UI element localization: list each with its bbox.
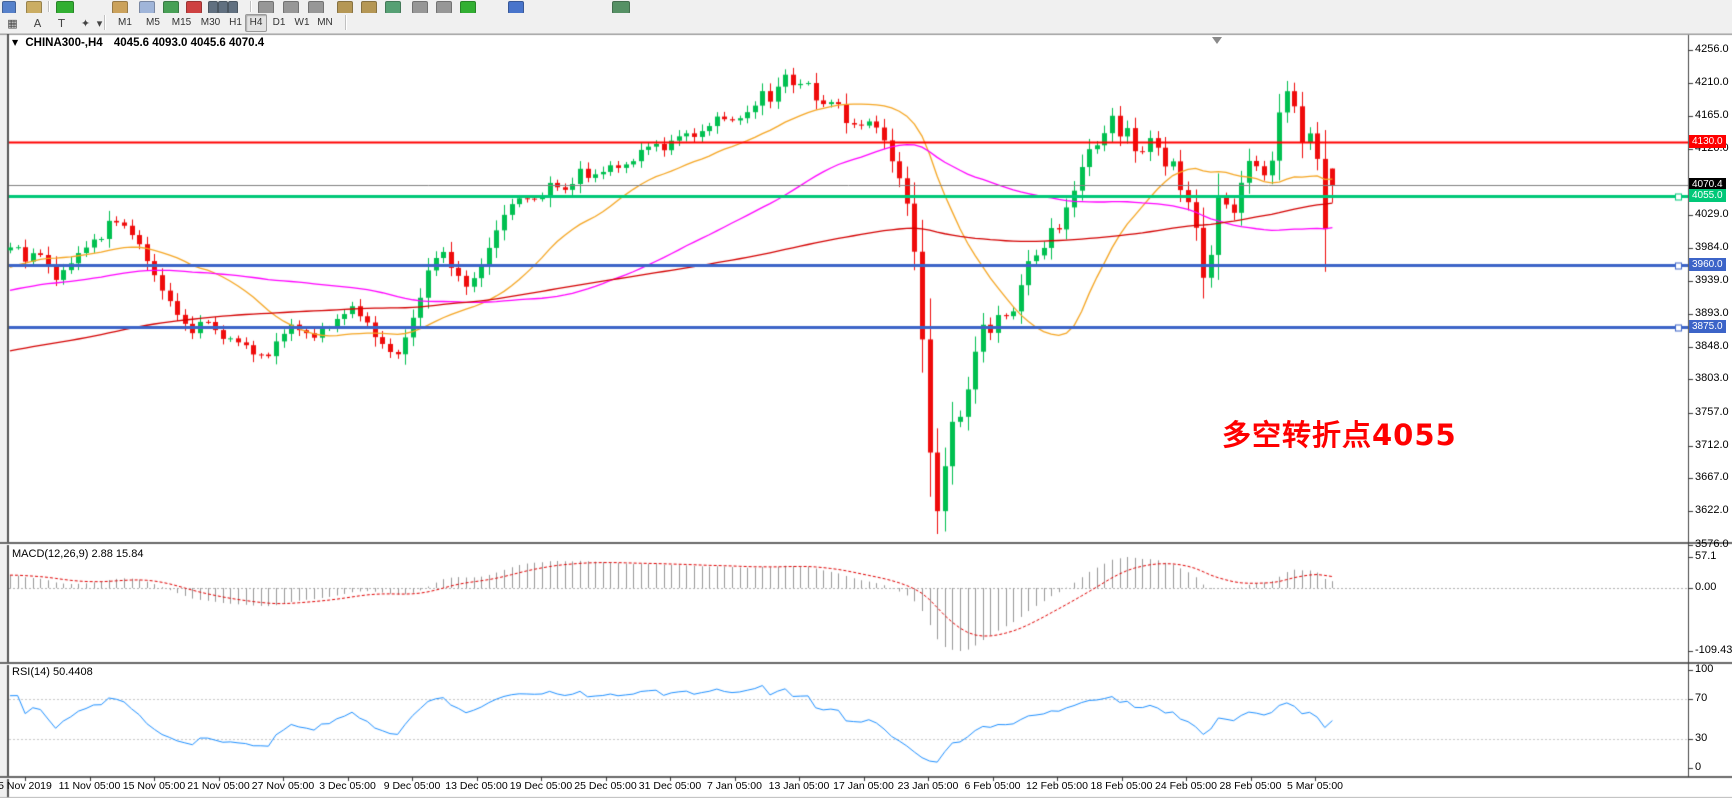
price-level-label: 4055.0 [1689,189,1726,203]
time-axis-label: 25 Dec 05:00 [574,780,637,792]
time-axis-label: 13 Jan 05:00 [768,780,830,792]
rsi-axis-tick-label: 70 [1695,692,1708,705]
time-axis-label: 28 Feb 05:00 [1219,780,1282,792]
zoom-out-icon[interactable] [283,1,299,13]
timeframe-button-m30[interactable]: M30 [200,17,221,28]
time-axis-label: 5 Mar 05:00 [1286,780,1344,792]
macd-axis-tick-label: 57.1 [1695,550,1717,562]
mail-icon[interactable] [139,1,155,13]
chart-ohlc-label: 4045.6 4093.0 4045.6 4070.4 [113,37,265,49]
add-icon[interactable] [460,1,476,13]
templates-icon[interactable] [361,1,377,13]
time-axis-label: 24 Feb 05:00 [1155,780,1217,792]
timeframe-button-w1[interactable]: W1 [294,17,310,28]
new-order-icon[interactable] [56,1,74,13]
rsi-indicator-label: RSI(14) 50.4408 [12,666,93,678]
price-axis-tick-label: 4029.0 [1695,208,1729,221]
timeframe-button-m1[interactable]: M1 [118,17,132,28]
text-icon[interactable]: T [58,17,65,30]
zoom-icon[interactable] [26,1,42,13]
price-axis-tick-label: 3848.0 [1695,339,1729,352]
stop-icon[interactable] [186,1,202,13]
data-window-icon[interactable] [385,1,401,13]
macd-indicator-label: MACD(12,26,9) 2.88 15.84 [12,548,144,560]
time-axis-label: 12 Feb 05:00 [1026,780,1088,792]
new-chart-icon[interactable] [612,1,630,13]
toolbar-separator [345,15,347,30]
macd-axis-tick-label: -109.43 [1695,644,1732,656]
toolbar-row-main [0,0,1732,14]
web-icon[interactable] [163,1,179,13]
price-axis-tick-label: 3622.0 [1695,504,1729,517]
time-axis-label: 21 Nov 05:00 [187,780,250,792]
time-axis-label: 19 Dec 05:00 [509,780,573,792]
price-axis-tick-label: 3667.0 [1695,471,1729,484]
grid-icon[interactable]: ▦ [7,17,18,30]
toolbar-separator [104,15,106,30]
shapes-icon[interactable]: ✦ [80,17,91,30]
indicators-icon[interactable] [337,1,353,13]
time-axis-label: 9 Dec 05:00 [383,780,441,792]
candle-chart-icon[interactable] [218,1,228,13]
macd-axis-tick-label: 0.00 [1695,581,1717,593]
info-icon[interactable] [508,1,524,13]
price-axis-tick-label: 3984.0 [1695,240,1729,253]
time-axis-label: 7 Jan 05:00 [707,780,762,792]
price-axis-tick-label: 3576.0 [1695,537,1729,550]
price-axis-tick-label: 3939.0 [1695,273,1729,286]
price-axis-tick-label: 4256.0 [1695,43,1729,55]
price-level-label: 3875.0 [1689,320,1726,334]
time-axis-label: 15 Nov 05:00 [122,780,186,792]
period-lines-icon[interactable] [436,1,452,13]
timeframe-button-m15[interactable]: M15 [171,17,192,28]
timeframe-button-m5[interactable]: M5 [146,17,160,28]
toolbar-row-timeframes: ▦ A T ✦ ▾ M1 M5 M15 M30 H1 H4 D1 W1 MN [0,13,1732,34]
bar-chart-icon[interactable] [208,1,218,13]
price-level-label: 4130.0 [1689,134,1726,148]
tile-windows-icon[interactable] [308,1,324,13]
chart-symbol-label: CHINA300-,H4 [25,37,103,49]
price-level-label: 3960.0 [1689,258,1726,272]
price-axis-tick-label: 3893.0 [1695,307,1729,319]
rsi-axis-tick-label: 0 [1695,761,1702,773]
chart-title: ▼ CHINA300-,H4 4045.6 4093.0 4045.6 4070… [12,37,264,49]
timeframe-button-h1[interactable]: H1 [229,17,242,28]
price-level-label: 4070.4 [1689,177,1726,191]
price-axis-tick-label: 3712.0 [1695,438,1729,451]
line-chart-icon[interactable] [228,1,238,13]
time-axis-label: 18 Feb 05:00 [1090,780,1153,792]
time-axis-label: 23 Jan 05:00 [897,780,959,792]
zoom-in-icon[interactable] [258,1,274,13]
chart-annotation-text: 多空转折点4055 [1222,418,1457,452]
window-icon[interactable] [2,1,16,13]
time-axis-label: 6 Feb 05:00 [964,780,1021,792]
timeframe-button-mn[interactable]: MN [317,17,333,28]
chart-menu-arrow-icon[interactable]: ▼ [12,38,19,47]
price-axis-tick-label: 3803.0 [1695,372,1729,385]
time-axis-label: 3 Dec 05:00 [319,780,376,792]
time-axis-label: 27 Nov 05:00 [251,780,315,792]
period-bars-icon[interactable] [412,1,428,13]
timeframe-button-h4[interactable]: H4 [245,14,267,32]
history-center-icon[interactable] [112,1,128,13]
price-axis-tick-label: 3757.0 [1695,405,1729,418]
time-axis-label: 31 Dec 05:00 [638,780,702,792]
shapes-caret-icon[interactable]: ▾ [96,17,103,30]
chart-shift-marker-icon[interactable] [1212,37,1222,44]
toolbar-separator [250,1,252,12]
timeframe-button-d1[interactable]: D1 [272,17,286,28]
time-axis-label: 5 Nov 2019 [0,780,52,792]
toolbar-separator [48,1,50,12]
time-axis-label: 17 Jan 05:00 [833,780,894,792]
rsi-axis-tick-label: 30 [1695,731,1708,744]
rsi-axis-tick-label: 100 [1695,663,1714,675]
price-axis-tick-label: 4165.0 [1695,109,1729,122]
price-axis-tick-label: 4210.0 [1695,76,1729,89]
time-axis-label: 13 Dec 05:00 [445,780,508,792]
time-axis-label: 11 Nov 05:00 [58,780,121,792]
annotate-a-icon[interactable]: A [33,17,42,30]
